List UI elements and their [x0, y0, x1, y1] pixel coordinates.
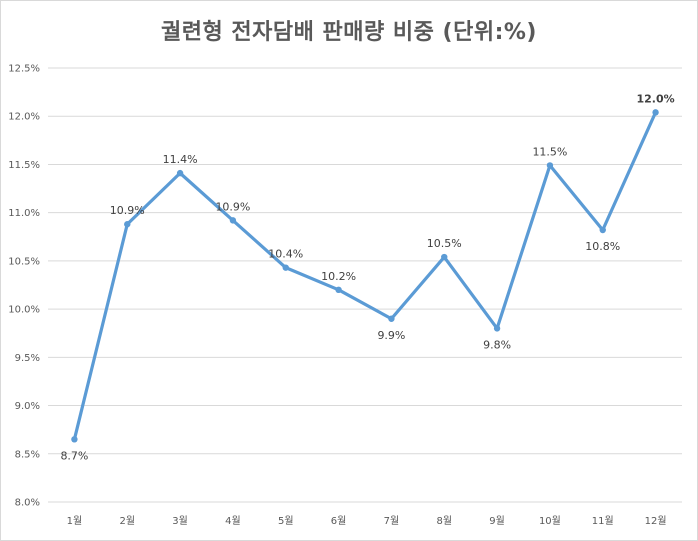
x-tick-label: 12월: [645, 515, 667, 527]
y-tick-label: 8.0%: [15, 498, 40, 509]
data-point: [124, 221, 131, 228]
y-tick-label: 10.0%: [8, 305, 40, 316]
x-tick-label: 8월: [436, 515, 452, 527]
data-label: 11.4%: [163, 153, 198, 166]
y-tick-label: 11.0%: [8, 208, 40, 219]
data-point: [176, 169, 184, 177]
data-label: 10.9%: [215, 200, 250, 213]
data-point: [599, 226, 606, 234]
y-tick-label: 8.5%: [15, 449, 40, 460]
x-tick-label: 2월: [119, 515, 135, 527]
data-label: 8.7%: [60, 449, 88, 462]
data-label: 11.5%: [532, 145, 567, 158]
x-tick-label: 11월: [592, 515, 614, 527]
data-label: 10.8%: [585, 240, 620, 253]
x-tick-label: 9월: [489, 515, 505, 527]
data-label: 9.9%: [377, 329, 405, 342]
data-label: 10.5%: [427, 237, 462, 250]
data-label: 10.4%: [268, 248, 303, 261]
x-tick-label: 4월: [225, 515, 241, 527]
data-point: [388, 315, 395, 322]
chart-title: 궐련형 전자담배 판매량 비중 (단위:%): [161, 20, 537, 45]
data-label: 10.9%: [110, 204, 145, 217]
data-point: [441, 253, 448, 261]
y-tick-label: 9.0%: [15, 401, 40, 412]
series-line: [72, 110, 658, 441]
x-tick-label: 1월: [67, 515, 83, 527]
x-tick-label: 3월: [172, 515, 188, 527]
data-label: 12.0%: [636, 92, 674, 105]
data-point: [71, 436, 78, 443]
x-tick-label: 5월: [278, 515, 294, 527]
x-tick-label: 6월: [331, 515, 347, 527]
data-point: [282, 264, 289, 271]
data-point: [335, 286, 342, 294]
y-tick-label: 11.5%: [8, 160, 40, 171]
y-tick-label: 10.5%: [8, 256, 40, 267]
x-tick-label: 7월: [384, 515, 400, 527]
data-point: [229, 217, 237, 224]
x-tick-label: 10월: [539, 515, 561, 527]
y-tick-label: 12.0%: [8, 112, 40, 123]
data-point: [546, 162, 554, 169]
y-tick-label: 9.5%: [15, 353, 40, 364]
data-point: [652, 109, 659, 116]
data-label: 9.8%: [483, 338, 511, 351]
data-point: [493, 325, 501, 332]
y-tick-label: 12.5%: [8, 64, 40, 75]
data-label: 10.2%: [321, 270, 356, 283]
